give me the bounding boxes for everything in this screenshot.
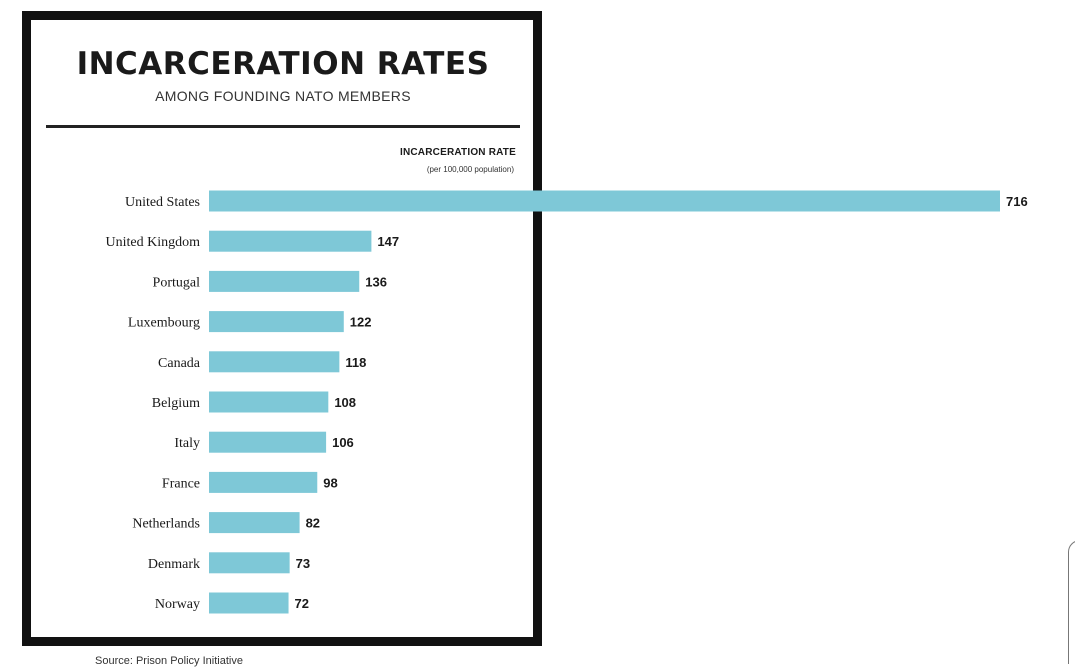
value-label-luxembourg: 122 — [350, 315, 372, 330]
bar-portugal — [209, 270, 360, 292]
category-label-united-states: United States — [125, 195, 200, 210]
category-label-luxembourg: Luxembourg — [128, 316, 200, 331]
title-divider — [46, 125, 520, 128]
value-label-denmark: 73 — [296, 556, 310, 571]
category-label-canada: Canada — [158, 356, 201, 371]
value-label-portugal: 136 — [365, 274, 387, 289]
bar-norway — [209, 592, 289, 614]
bar-netherlands — [209, 512, 300, 534]
chart-frame — [22, 11, 542, 646]
category-label-denmark: Denmark — [148, 557, 200, 572]
bar-france — [209, 471, 318, 493]
value-label-norway: 72 — [295, 596, 309, 611]
bar-canada — [209, 351, 340, 373]
category-label-netherlands: Netherlands — [132, 517, 200, 532]
category-label-italy: Italy — [174, 436, 200, 451]
chart-title: INCARCERATION RATES — [76, 46, 490, 82]
category-label-united-kingdom: United Kingdom — [106, 235, 201, 250]
category-label-belgium: Belgium — [152, 396, 200, 411]
value-label-united-kingdom: 147 — [377, 234, 399, 249]
column-subheader: (per 100,000 population) — [426, 165, 514, 174]
bar-united-kingdom — [209, 230, 372, 252]
category-label-france: France — [162, 476, 200, 491]
page-corner-edge — [1068, 540, 1075, 664]
chart-subtitle: AMONG FOUNDING NATO MEMBERS — [155, 88, 411, 104]
bar-italy — [209, 431, 327, 453]
bar-united-states — [209, 190, 1000, 212]
bar-denmark — [209, 552, 290, 574]
value-label-netherlands: 82 — [306, 516, 320, 531]
value-label-canada: 118 — [345, 355, 366, 370]
chart-source: Source: Prison Policy Initiative — [95, 655, 243, 667]
value-label-france: 98 — [323, 475, 337, 490]
bar-belgium — [209, 391, 329, 413]
value-label-belgium: 108 — [334, 395, 356, 410]
category-label-portugal: Portugal — [153, 275, 201, 290]
value-label-united-states: 716 — [1006, 194, 1028, 209]
category-label-norway: Norway — [155, 597, 200, 612]
column-header: INCARCERATION RATE — [399, 147, 516, 158]
value-label-italy: 106 — [332, 435, 354, 450]
bar-luxembourg — [209, 311, 344, 333]
